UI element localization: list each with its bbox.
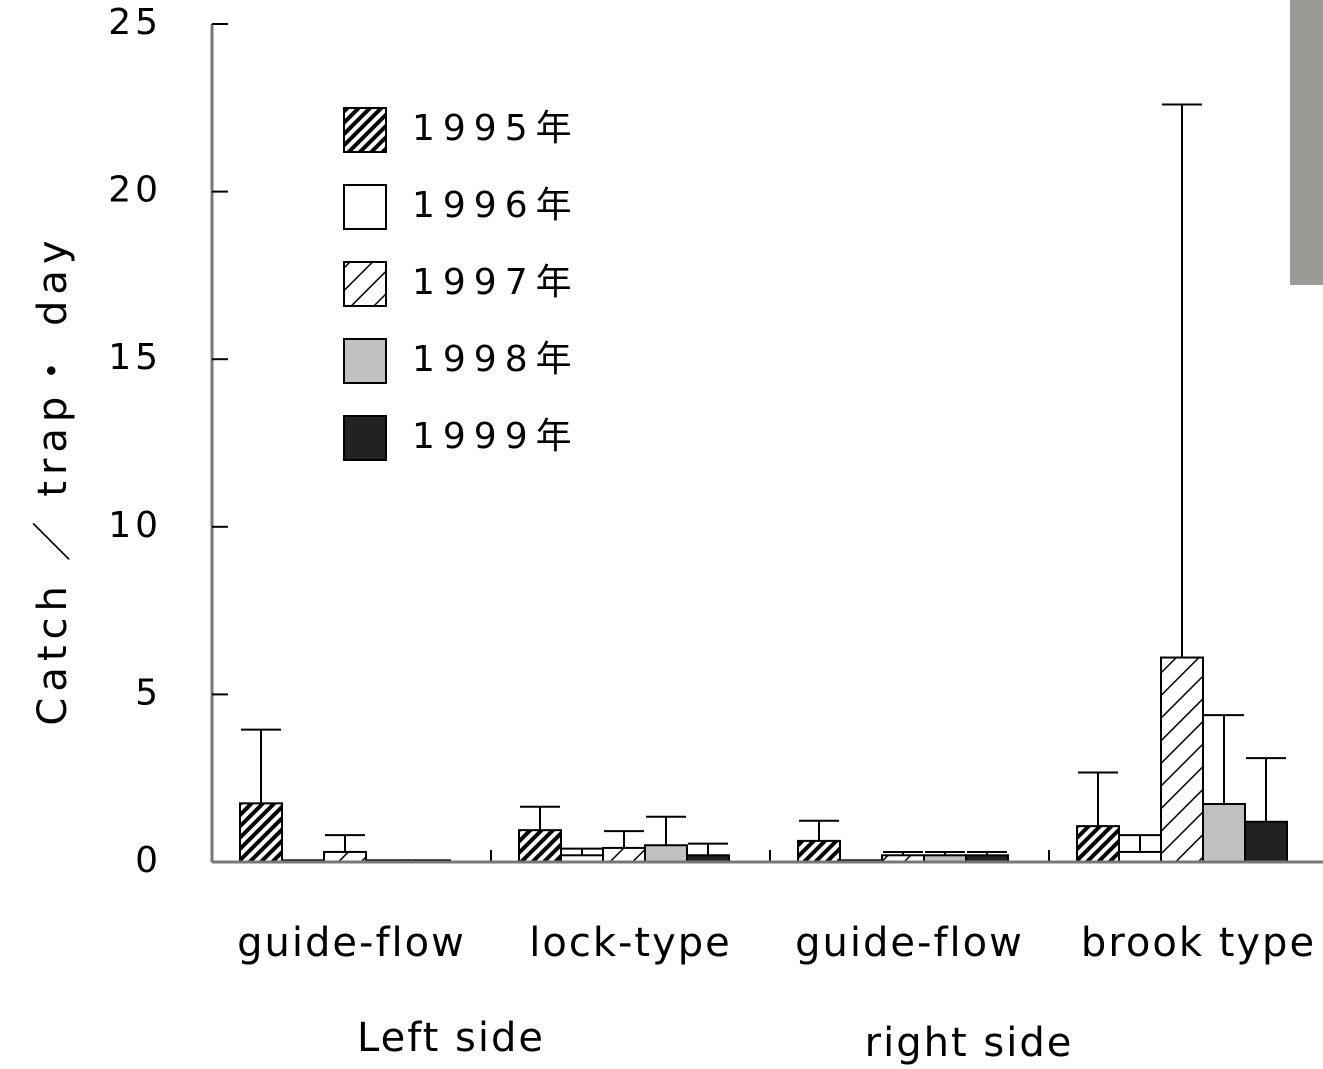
bar	[644, 844, 688, 863]
y-tick-label: 15	[108, 337, 162, 378]
legend-swatch	[343, 415, 387, 461]
legend-swatch	[343, 184, 387, 230]
photo-fragment	[1290, 0, 1323, 285]
bar	[1118, 850, 1162, 863]
bar	[1076, 825, 1120, 864]
legend-swatch	[343, 261, 387, 307]
group-label: Left side	[357, 1015, 545, 1061]
legend-label: 1995年	[412, 108, 580, 149]
x-tick-label: guide-flow	[237, 920, 466, 966]
x-tick-label: lock-type	[529, 920, 732, 966]
bar	[1244, 820, 1288, 863]
legend-label: 1999年	[412, 416, 580, 457]
y-tick-label: 5	[135, 672, 162, 713]
y-tick-label: 25	[108, 2, 162, 43]
y-tick-label: 10	[108, 505, 162, 546]
bar	[239, 802, 283, 864]
bar	[1202, 803, 1246, 863]
x-tick-label: brook type	[1081, 920, 1316, 966]
bar	[797, 839, 841, 863]
bar	[323, 850, 367, 863]
bar	[1160, 656, 1204, 864]
y-tick-label: 0	[135, 840, 162, 881]
legend-swatch	[343, 338, 387, 384]
y-tick-label: 20	[108, 170, 162, 211]
y-axis-label: Catch ／ trap・ day	[30, 234, 76, 725]
legend-swatch	[343, 107, 387, 153]
x-tick-label: guide-flow	[795, 920, 1024, 966]
legend-label: 1998年	[412, 339, 580, 380]
legend-label: 1996年	[412, 185, 580, 226]
legend-label: 1997年	[412, 262, 580, 303]
bar	[602, 846, 646, 863]
bar	[518, 829, 562, 864]
group-label: right side	[865, 1020, 1074, 1066]
